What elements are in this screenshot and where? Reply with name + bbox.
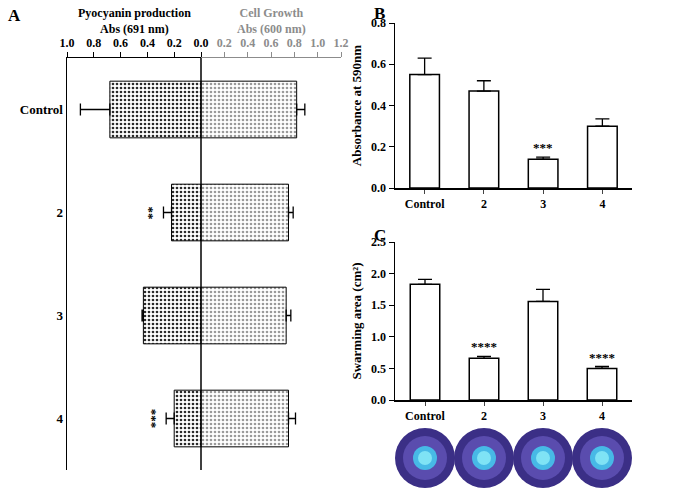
svg-text:0.8: 0.8 <box>371 16 386 30</box>
svg-text:3: 3 <box>540 197 546 211</box>
svg-text:2.5: 2.5 <box>371 235 386 249</box>
svg-text:0.4: 0.4 <box>140 36 155 50</box>
svg-text:0.6: 0.6 <box>264 36 279 50</box>
svg-text:2: 2 <box>56 205 63 220</box>
svg-text:****: **** <box>589 350 615 365</box>
svg-text:0.4: 0.4 <box>371 99 386 113</box>
svg-text:Absorbance at 590nm: Absorbance at 590nm <box>349 45 364 167</box>
svg-text:4: 4 <box>56 411 63 426</box>
svg-text:0.2: 0.2 <box>167 36 182 50</box>
svg-text:0.2: 0.2 <box>371 140 386 154</box>
svg-text:1.2: 1.2 <box>334 36 349 50</box>
svg-text:C: C <box>374 226 386 245</box>
svg-text:Control: Control <box>405 197 445 211</box>
svg-text:2: 2 <box>481 409 487 423</box>
svg-text:Swarming area (cm²): Swarming area (cm²) <box>349 262 364 379</box>
svg-text:Control: Control <box>20 102 63 117</box>
svg-text:Control: Control <box>405 409 445 423</box>
svg-text:1.0: 1.0 <box>60 36 75 50</box>
svg-text:A: A <box>8 6 21 25</box>
svg-text:0.0: 0.0 <box>194 36 209 50</box>
svg-text:3: 3 <box>540 409 546 423</box>
svg-text:1.0: 1.0 <box>371 330 386 344</box>
svg-text:0.2: 0.2 <box>217 36 232 50</box>
svg-text:B: B <box>374 4 385 23</box>
svg-text:0.4: 0.4 <box>240 36 255 50</box>
svg-text:0.6: 0.6 <box>371 57 386 71</box>
svg-text:1.0: 1.0 <box>310 36 325 50</box>
svg-text:2.0: 2.0 <box>371 267 386 281</box>
svg-text:0.8: 0.8 <box>287 36 302 50</box>
svg-text:0.0: 0.0 <box>371 393 386 407</box>
svg-text:0.6: 0.6 <box>113 36 128 50</box>
svg-text:3: 3 <box>56 308 63 323</box>
svg-text:4: 4 <box>599 409 605 423</box>
svg-text:Cell GrowthAbs (600 nm): Cell GrowthAbs (600 nm) <box>237 6 306 36</box>
svg-text:0.5: 0.5 <box>371 362 386 376</box>
svg-text:***: *** <box>533 140 553 155</box>
svg-text:****: **** <box>471 339 497 354</box>
svg-text:1.5: 1.5 <box>371 298 386 312</box>
svg-text:**: ** <box>144 206 159 219</box>
svg-text:4: 4 <box>599 197 605 211</box>
svg-text:***: *** <box>147 409 162 429</box>
svg-text:0.8: 0.8 <box>86 36 101 50</box>
svg-text:Pyocyanin productionAbs (691 n: Pyocyanin productionAbs (691 nm) <box>78 6 191 36</box>
svg-text:2: 2 <box>481 197 487 211</box>
svg-text:0.0: 0.0 <box>371 181 386 195</box>
